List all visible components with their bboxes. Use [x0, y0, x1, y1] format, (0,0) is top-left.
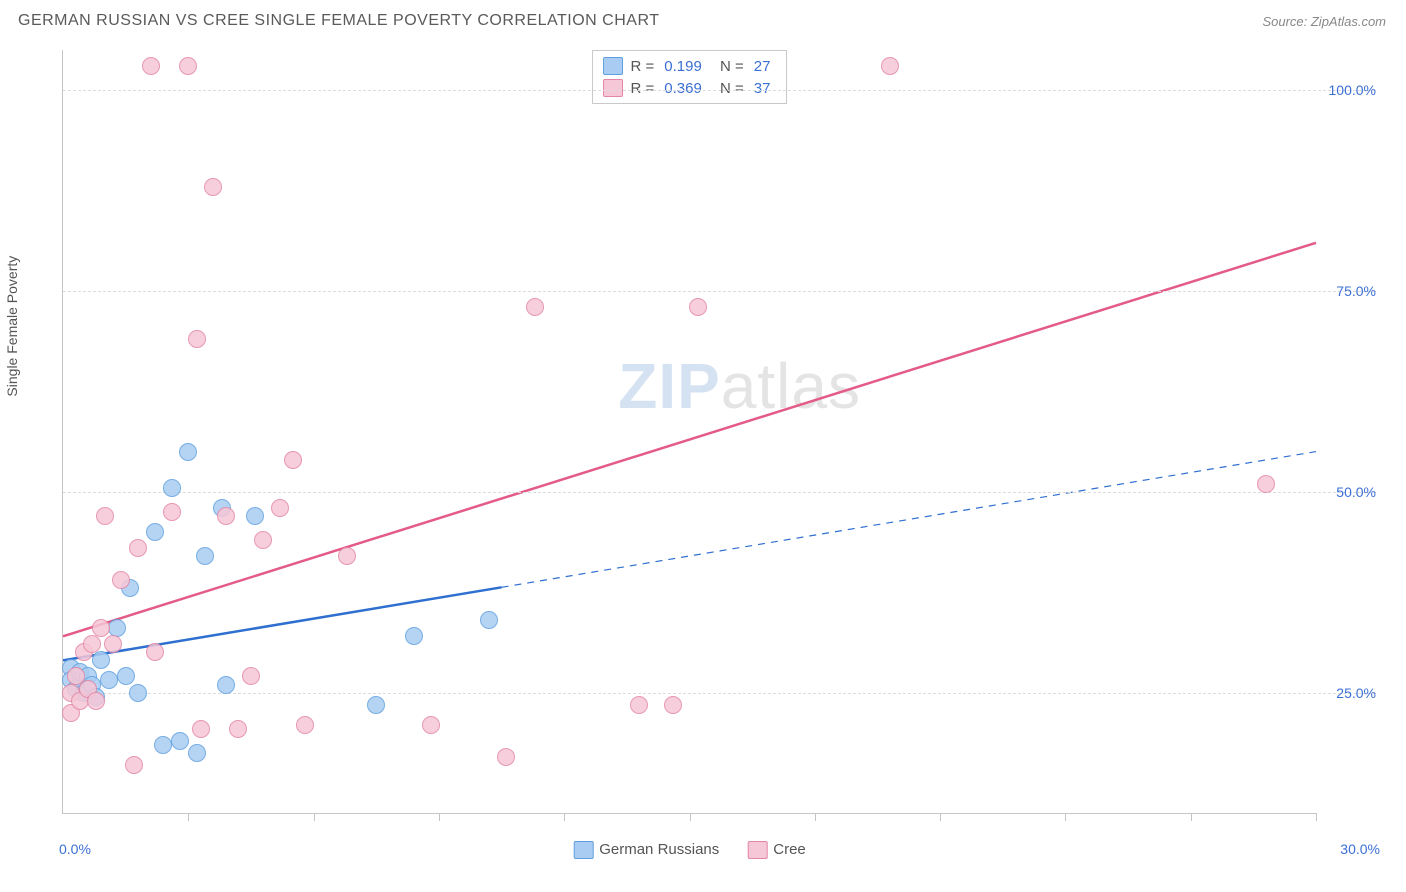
scatter-point	[630, 696, 648, 714]
x-max-label: 30.0%	[1340, 841, 1380, 857]
scatter-point	[92, 651, 110, 669]
gridline	[63, 291, 1376, 292]
scatter-point	[246, 507, 264, 525]
legend-item: Cree	[747, 841, 806, 859]
source-attribution: Source: ZipAtlas.com	[1262, 14, 1386, 29]
gridline	[63, 90, 1376, 91]
gridline	[63, 693, 1376, 694]
scatter-point	[526, 298, 544, 316]
trend-lines	[63, 50, 1316, 813]
legend-item: German Russians	[573, 841, 719, 859]
scatter-point	[129, 539, 147, 557]
legend-label: Cree	[773, 841, 806, 858]
legend-label: German Russians	[599, 841, 719, 858]
scatter-point	[104, 635, 122, 653]
scatter-point	[146, 523, 164, 541]
scatter-point	[217, 676, 235, 694]
legend-swatch	[747, 841, 767, 859]
scatter-point	[689, 298, 707, 316]
scatter-point	[188, 744, 206, 762]
scatter-point	[142, 57, 160, 75]
x-tick	[815, 813, 816, 821]
series-legend: German Russians Cree	[573, 841, 806, 859]
scatter-point	[367, 696, 385, 714]
chart-container: Single Female Poverty ZIPatlas R =0.199 …	[18, 44, 1388, 874]
scatter-point	[338, 547, 356, 565]
legend-swatch	[573, 841, 593, 859]
y-tick-label: 50.0%	[1320, 484, 1376, 500]
x-tick	[188, 813, 189, 821]
scatter-point	[117, 667, 135, 685]
scatter-point	[171, 732, 189, 750]
scatter-point	[129, 684, 147, 702]
scatter-point	[217, 507, 235, 525]
scatter-point	[192, 720, 210, 738]
trend-line-solid	[63, 587, 502, 660]
x-tick	[940, 813, 941, 821]
plot-area: ZIPatlas R =0.199 N =27R =0.369 N =37 Ge…	[62, 50, 1316, 814]
x-tick	[1191, 813, 1192, 821]
scatter-point	[242, 667, 260, 685]
x-min-label: 0.0%	[59, 841, 91, 857]
scatter-point	[188, 330, 206, 348]
scatter-point	[254, 531, 272, 549]
scatter-point	[163, 503, 181, 521]
x-tick	[314, 813, 315, 821]
scatter-point	[196, 547, 214, 565]
scatter-point	[480, 611, 498, 629]
chart-title: GERMAN RUSSIAN VS CREE SINGLE FEMALE POV…	[18, 12, 660, 30]
scatter-point	[96, 507, 114, 525]
y-tick-label: 75.0%	[1320, 283, 1376, 299]
scatter-point	[271, 499, 289, 517]
scatter-point	[163, 479, 181, 497]
scatter-point	[664, 696, 682, 714]
scatter-point	[87, 692, 105, 710]
y-tick-label: 100.0%	[1320, 82, 1376, 98]
scatter-point	[179, 57, 197, 75]
scatter-point	[125, 756, 143, 774]
header: GERMAN RUSSIAN VS CREE SINGLE FEMALE POV…	[0, 0, 1406, 36]
gridline	[63, 492, 1376, 493]
scatter-point	[881, 57, 899, 75]
x-tick	[690, 813, 691, 821]
scatter-point	[497, 748, 515, 766]
scatter-point	[146, 643, 164, 661]
scatter-point	[112, 571, 130, 589]
scatter-point	[405, 627, 423, 645]
scatter-point	[100, 671, 118, 689]
scatter-point	[204, 178, 222, 196]
scatter-point	[229, 720, 247, 738]
scatter-point	[179, 443, 197, 461]
scatter-point	[154, 736, 172, 754]
x-tick	[439, 813, 440, 821]
x-tick	[564, 813, 565, 821]
x-tick	[1316, 813, 1317, 821]
y-axis-label: Single Female Poverty	[4, 256, 20, 397]
scatter-point	[83, 635, 101, 653]
scatter-point	[1257, 475, 1275, 493]
scatter-point	[284, 451, 302, 469]
scatter-point	[92, 619, 110, 637]
x-tick	[1065, 813, 1066, 821]
trend-line-dashed	[502, 452, 1316, 588]
scatter-point	[422, 716, 440, 734]
scatter-point	[296, 716, 314, 734]
y-tick-label: 25.0%	[1320, 685, 1376, 701]
